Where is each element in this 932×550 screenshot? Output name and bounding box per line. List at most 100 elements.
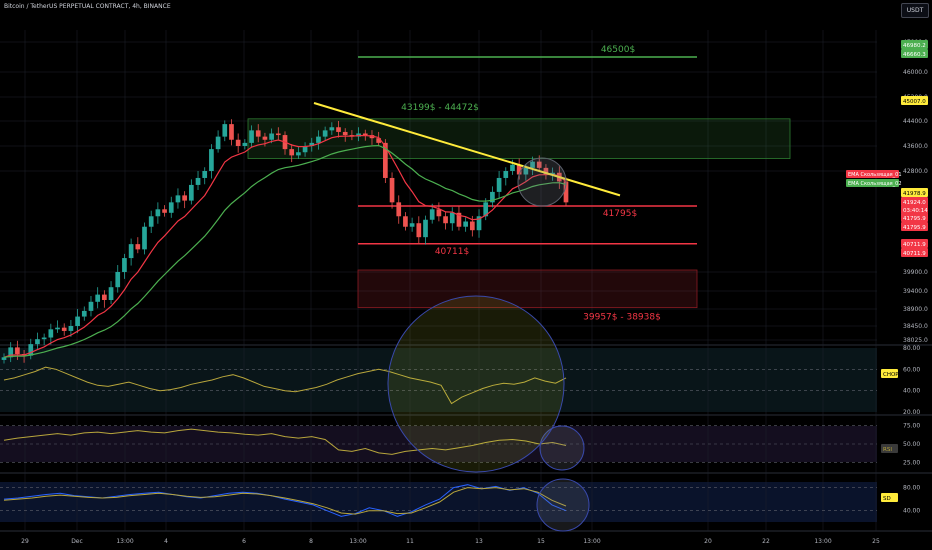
rsi-y-tick-label: 75.00 (903, 422, 920, 429)
candle-body (155, 209, 161, 217)
candle-body (383, 142, 388, 178)
price-level-label: 46500$ (601, 45, 635, 55)
chop-y-tick-label: 60.00 (903, 366, 920, 373)
candle-body (409, 223, 415, 227)
rsi-y-tick-label: 25.00 (903, 460, 920, 467)
sd-y-tick-label: 80.00 (903, 485, 920, 492)
panel-name-tag (881, 444, 898, 453)
candle-body (108, 287, 114, 300)
candle-body (403, 216, 408, 227)
candle-body (88, 301, 94, 311)
y-tick-label: 44400.0 (903, 118, 928, 125)
price-axis-tag (901, 239, 928, 248)
candle-body (1, 357, 7, 360)
y-tick-label: 46000.0 (903, 69, 928, 76)
x-tick-label: 13:00 (583, 538, 600, 545)
price-axis-tag (901, 188, 928, 197)
price-axis-tag (901, 222, 928, 231)
candle-body (510, 164, 515, 171)
candle-body (188, 184, 194, 201)
candle-body (255, 130, 261, 137)
highlight-circle (517, 157, 567, 207)
rsi-highlight-circle (539, 425, 585, 471)
x-tick-label: 11 (406, 538, 414, 545)
candle-body (102, 294, 107, 300)
candle-body (41, 337, 47, 340)
candle-body (469, 221, 475, 231)
y-tick-label: 42800.0 (903, 168, 928, 175)
candle-body (55, 327, 60, 330)
candle-body (8, 347, 14, 358)
price-axis-tag (901, 248, 928, 257)
legend-label: EMA Скользящая_01 (848, 172, 902, 178)
candle-body (202, 171, 208, 178)
candle-body (536, 161, 542, 168)
candle-body (162, 209, 167, 213)
chop-line (3, 366, 567, 405)
candle-body (15, 347, 20, 354)
candle-body (530, 161, 535, 168)
chop-panel-background (0, 348, 877, 412)
candle-body (309, 142, 315, 146)
x-tick-label: 13 (475, 538, 483, 545)
rsi-y-tick-label: 50.00 (903, 441, 920, 448)
panel-name-label: SD (883, 496, 891, 502)
candle-body (302, 146, 308, 153)
candle-body (195, 177, 201, 185)
ema-slow-line (3, 144, 567, 358)
ema-fast-line (3, 134, 567, 358)
candle-body (269, 133, 274, 140)
x-tick-label: 29 (21, 538, 29, 545)
price-axis-tag-label: 41978.9 (903, 191, 926, 197)
price-axis-tag (901, 96, 928, 105)
candle-body (396, 202, 402, 217)
candle-body (322, 130, 328, 137)
sd-line (3, 487, 567, 515)
x-tick-label: 8 (309, 538, 313, 545)
candle-body (275, 133, 281, 136)
candle-body (329, 127, 335, 131)
candle-body (543, 167, 549, 175)
candle-body (503, 171, 509, 178)
trendline (313, 102, 621, 197)
candle-body (463, 221, 468, 227)
price-axis-tag-label: 40711.9 (903, 251, 926, 257)
y-tick-label: 39900.0 (903, 269, 928, 276)
price-axis-tag (901, 40, 928, 49)
candle-body (235, 139, 241, 146)
sd-highlight-circle (536, 478, 590, 532)
chop-y-tick-label: 80.00 (903, 345, 920, 352)
x-tick-label: 13:00 (814, 538, 831, 545)
candle-body (523, 167, 529, 175)
currency-button[interactable]: USDT (901, 3, 929, 18)
candle-body (376, 138, 382, 143)
candle-body (262, 136, 268, 140)
price-axis-tag-label: 46980.2 (903, 43, 926, 49)
x-tick-label: 15 (537, 538, 545, 545)
candle-body (81, 310, 87, 317)
candle-body (175, 195, 181, 203)
x-tick-label: 22 (762, 538, 770, 545)
price-level-label: 41795$ (603, 209, 637, 219)
candle-body (483, 202, 489, 217)
x-tick-label: 6 (242, 538, 246, 545)
price-axis-tag-label: 46660.3 (903, 52, 926, 58)
candle-body (423, 219, 428, 238)
price-axis-tag-label: 41795.9 (903, 216, 926, 222)
candle-body (362, 133, 368, 136)
chop-y-tick-label: 40.00 (903, 388, 920, 395)
x-tick-label: 25 (872, 538, 880, 545)
candle-body (516, 164, 522, 175)
candle-body (68, 326, 74, 331)
chop-highlight-circle (387, 295, 565, 473)
y-tick-label: 39400.0 (903, 288, 928, 295)
price-axis-tag (901, 197, 928, 206)
candle-body (490, 191, 495, 203)
candle-body (122, 258, 127, 272)
price-axis-tag-label: 40711.9 (903, 242, 926, 248)
candle-body (342, 131, 348, 136)
price-axis-tag-label: 41795.9 (903, 225, 926, 231)
legend-tag (846, 179, 899, 187)
candle-body (148, 216, 154, 227)
